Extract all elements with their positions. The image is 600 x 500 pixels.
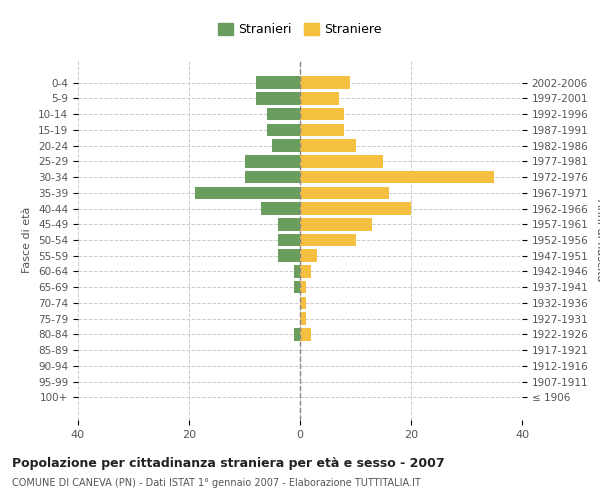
Bar <box>300 250 317 262</box>
Bar <box>300 202 411 215</box>
Bar <box>295 265 300 278</box>
Bar <box>300 186 389 199</box>
Bar <box>300 265 311 278</box>
Bar <box>278 218 300 230</box>
Y-axis label: Fasce di età: Fasce di età <box>22 207 32 273</box>
Bar <box>266 124 300 136</box>
Bar <box>278 250 300 262</box>
Bar <box>256 92 300 104</box>
Bar <box>300 76 350 89</box>
Bar <box>278 234 300 246</box>
Text: Popolazione per cittadinanza straniera per età e sesso - 2007: Popolazione per cittadinanza straniera p… <box>12 458 445 470</box>
Bar <box>245 155 300 168</box>
Legend: Stranieri, Straniere: Stranieri, Straniere <box>215 20 386 40</box>
Bar <box>272 140 300 152</box>
Bar <box>300 155 383 168</box>
Bar <box>266 108 300 120</box>
Bar <box>300 328 311 340</box>
Bar <box>256 76 300 89</box>
Bar <box>295 328 300 340</box>
Bar <box>300 171 494 183</box>
Bar <box>300 296 305 309</box>
Bar <box>245 171 300 183</box>
Bar <box>300 281 305 293</box>
Bar <box>295 281 300 293</box>
Bar <box>300 234 355 246</box>
Bar <box>300 124 344 136</box>
Bar <box>261 202 300 215</box>
Bar <box>300 218 372 230</box>
Y-axis label: Anni di nascita: Anni di nascita <box>595 198 600 281</box>
Bar <box>194 186 300 199</box>
Text: COMUNE DI CANEVA (PN) - Dati ISTAT 1° gennaio 2007 - Elaborazione TUTTITALIA.IT: COMUNE DI CANEVA (PN) - Dati ISTAT 1° ge… <box>12 478 421 488</box>
Bar <box>300 312 305 325</box>
Bar <box>300 92 339 104</box>
Bar <box>300 140 355 152</box>
Bar <box>300 108 344 120</box>
